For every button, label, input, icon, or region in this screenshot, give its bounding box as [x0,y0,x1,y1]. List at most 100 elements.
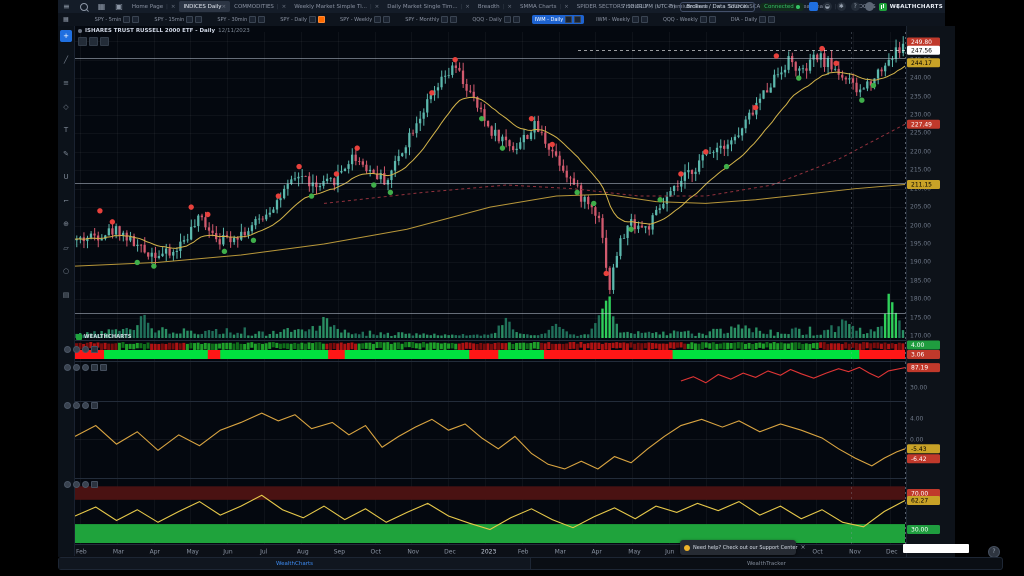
symbol-link-label: IWM - Weekly [596,16,630,23]
ribbon-items: SPY - 5min SPY - 15min SPY - 30min SPY - Da… [92,15,779,24]
link-channel-icon[interactable] [186,16,194,23]
support-toast[interactable]: Need help? Check out our Support Center … [680,540,806,555]
connection-status-badge[interactable]: Connected [760,2,804,11]
alert-channel-icon[interactable] [708,16,716,23]
alert-channel-icon[interactable] [132,16,140,23]
patterns-icon[interactable]: ▤ [62,290,70,299]
text-tool-icon[interactable]: T [63,126,69,134]
tab-weekly-market-simple-ti[interactable]: Weekly Market Simple Ti... | × [290,1,383,12]
bottom-tab-wealthtracker[interactable]: WealthTracker [747,560,786,567]
link-channel-icon[interactable] [309,16,317,23]
symbol-link-spy-weekly[interactable]: SPY - Weekly [337,15,393,24]
symbol-link-spy-daily[interactable]: SPY - Daily [277,15,328,24]
alert-channel-icon[interactable] [318,16,326,23]
alert-channel-icon[interactable] [195,16,203,23]
link-channel-icon[interactable] [123,16,131,23]
notifications-bell-icon[interactable]: ◒ [822,2,832,11]
alert-channel-icon[interactable] [768,16,776,23]
connection-status-label: Connected [764,3,794,10]
tab-close-icon[interactable]: × [170,3,176,10]
alert-channel-icon[interactable] [383,16,391,23]
chart-canvas[interactable] [58,26,955,557]
magnet-icon[interactable]: U [63,173,69,181]
tab-indices-daily[interactable]: INDICES Daily × [179,1,231,12]
brokers-data-sources-button[interactable]: Brokers / Data Sources [680,1,756,12]
zoom-in-icon[interactable]: ⊕ [63,220,69,228]
link-channel-icon[interactable] [441,16,449,23]
clock: 7:18:01 PM (UTC-5) [621,3,676,10]
menu-icon[interactable]: ≡ [63,2,70,11]
panel3-controls[interactable] [64,402,98,409]
symbol-link-qqq-daily[interactable]: QQQ - Daily [469,15,522,24]
symbol-link-iwm-weekly[interactable]: IWM - Weekly [593,15,651,24]
bottom-tab-wealthcharts[interactable]: WealthCharts [59,558,531,569]
tab-close-icon[interactable]: × [221,3,227,10]
symbol-link-spy-monthly[interactable]: SPY - Monthly [402,15,460,24]
help-icon[interactable]: ? [850,2,860,11]
link-channel-icon[interactable] [565,16,573,23]
tab-premium-dash[interactable]: Premium Dash | × [664,1,724,12]
heat-panel-controls[interactable] [64,346,98,353]
tab-daily-market-single-tim[interactable]: Daily Market Single Tim... | × [383,1,474,12]
link-channel-icon[interactable] [503,16,511,23]
alert-channel-icon[interactable] [640,16,648,23]
symbol-link-spy-15min[interactable]: SPY - 15min [151,15,205,24]
add-tab-button[interactable]: + [894,2,902,11]
brush-icon[interactable]: ✎ [63,149,69,158]
tab-label: Home Page [131,3,164,10]
symbol-link-dia-daily[interactable]: DIA - Daily [728,15,778,24]
user-avatar[interactable] [864,2,874,11]
shapes-icon[interactable]: ◇ [63,102,69,111]
screenshot-icon[interactable]: ▣ [115,2,123,11]
symbol-link-spy-5min[interactable]: SPY - 5min [92,15,143,24]
tab-commodities[interactable]: COMMODITIES | × [230,1,290,12]
panel4-controls[interactable] [64,481,98,488]
tab-close-icon[interactable]: × [374,3,380,10]
symbol-link-spy-30min[interactable]: SPY - 30min [214,15,268,24]
link-channel-icon[interactable] [759,16,767,23]
tab-divider: | [502,3,505,10]
layout-grid-icon[interactable]: ▦ [97,2,106,11]
ribbon-grid-icon[interactable]: ▦ [63,16,69,23]
tab-label: STOCK S [851,3,876,10]
toast-close-icon[interactable]: × [800,544,806,551]
fib-retracement-icon[interactable]: ≡ [63,79,69,87]
link-channel-icon[interactable] [699,16,707,23]
tab-spider-sectors-hourly[interactable]: SPIDER SECTORS HOURLY | × [573,1,665,12]
tab-close-icon[interactable]: × [507,3,512,10]
chart-setting-button-1[interactable] [78,37,87,46]
link-channel-icon[interactable] [374,16,382,23]
symbol-link-label: SPY - 30min [217,16,248,23]
eraser-icon[interactable]: ▱ [63,243,69,252]
tab-close-icon[interactable]: × [465,3,470,10]
crosshair-icon[interactable]: + [60,30,72,42]
tab-divider: | [166,3,168,10]
alert-channel-icon[interactable] [450,16,458,23]
tab-label: Premium Dash [668,3,709,10]
measure-icon[interactable]: ⌐ [63,196,69,205]
alert-channel-icon[interactable] [574,16,582,23]
tab-breadth[interactable]: Breadth | × [474,1,516,12]
symbol-link-qqq-weekly[interactable]: QQQ - Weekly [660,15,719,24]
symbol-link-iwm-daily[interactable]: IWM - Daily [531,15,585,24]
tab-close-icon[interactable]: × [716,3,721,10]
trendline-icon[interactable]: ╱ [63,55,69,64]
link-channel-icon[interactable] [631,16,639,23]
tab-close-icon[interactable]: × [281,3,287,10]
save-layout-icon[interactable] [808,2,818,11]
goto-date-input[interactable] [903,544,969,553]
chart-setting-button-3[interactable] [100,37,109,46]
panel2-controls[interactable] [64,364,107,371]
settings-gear-icon[interactable]: ✱ [836,2,846,11]
tab-close-icon[interactable]: × [564,3,569,10]
search-icon[interactable] [79,2,88,11]
tab-home-page[interactable]: Home Page | × [128,1,180,12]
chart-setting-button-2[interactable] [89,37,98,46]
tab-smma-charts[interactable]: SMMA Charts | × [516,1,573,12]
alert-channel-icon[interactable] [258,16,266,23]
alert-channel-icon[interactable] [512,16,520,23]
ellipse-icon[interactable]: ○ [62,267,70,275]
tab-close-icon[interactable]: × [655,3,661,10]
link-channel-icon[interactable] [249,16,257,23]
symbol-link-label: SPY - Monthly [405,16,440,23]
